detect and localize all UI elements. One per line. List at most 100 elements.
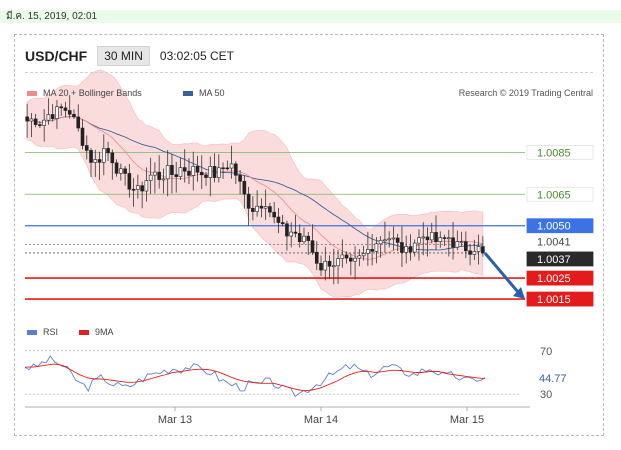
candle-body	[455, 241, 460, 248]
candle	[378, 236, 383, 258]
candle-body	[72, 113, 76, 118]
candle	[29, 112, 34, 138]
candle-body	[268, 206, 272, 213]
candle	[212, 153, 217, 183]
candle	[285, 220, 289, 251]
candle	[208, 156, 213, 197]
candle	[336, 250, 340, 284]
candle-body	[481, 246, 485, 254]
candle	[242, 175, 247, 209]
candle	[255, 190, 259, 217]
candle-body	[446, 237, 451, 240]
candle-body	[417, 237, 421, 244]
candle-body	[161, 178, 166, 181]
candle-body	[25, 116, 29, 122]
candle	[67, 95, 72, 119]
candle-body	[374, 243, 379, 252]
candle-body	[38, 124, 42, 126]
candle-body	[314, 251, 319, 264]
level-label-box	[526, 291, 594, 307]
candle-body	[63, 107, 68, 111]
level-label-text: 1.0015	[537, 294, 571, 306]
candle-body	[293, 231, 298, 234]
level-label-box	[526, 186, 594, 202]
candle	[263, 189, 268, 220]
candle-body	[119, 168, 123, 174]
level-label-text: 1.0065	[537, 189, 571, 201]
candle	[63, 101, 68, 118]
candle	[50, 104, 55, 122]
research-credit: Research © 2019 Trading Central	[458, 88, 593, 98]
candle-body	[464, 241, 468, 252]
candle	[174, 161, 179, 193]
candle	[370, 234, 374, 266]
candle-body	[331, 265, 336, 268]
candle	[468, 244, 472, 266]
chart-svg: 1.0085 1.0065 1.0050 1.0041 1.0037 1.0025 1.00…	[24, 69, 594, 426]
candle-body	[170, 165, 174, 175]
level-label-box	[526, 270, 594, 286]
date-bar: มี.ค. 15, 2019, 02:01	[0, 10, 621, 23]
level-label-2: 1.0050	[526, 218, 594, 234]
candle	[195, 155, 200, 182]
timeframe-button[interactable]: 30 MIN	[97, 46, 150, 66]
candle	[191, 151, 196, 191]
candle	[400, 226, 404, 268]
candle-body	[438, 237, 443, 242]
legend-ma20: MA 20 + Bollinger Bands	[27, 88, 142, 98]
candle	[404, 235, 409, 264]
rsi-tick-label: 30	[540, 389, 552, 401]
candle-body	[204, 174, 208, 178]
candle-body	[255, 205, 259, 212]
candle	[123, 166, 127, 186]
candle	[374, 237, 379, 264]
candle-body	[195, 166, 200, 173]
candle-body	[280, 222, 285, 225]
candle	[46, 98, 51, 125]
projection-arrow-shaft	[483, 251, 520, 294]
candle	[472, 239, 477, 261]
candle-body	[340, 254, 345, 259]
candle-body	[404, 246, 409, 253]
candle-body	[412, 242, 417, 253]
candle	[93, 149, 98, 177]
rsi-ma-line	[25, 363, 486, 392]
candle	[33, 113, 38, 128]
candle	[80, 119, 85, 150]
currency-pair: USD/CHF	[25, 48, 88, 64]
candle-body	[323, 260, 328, 271]
legend-rsi-label: RSI	[43, 327, 59, 337]
rsi-current-label: 44.77	[539, 373, 567, 385]
candle-body	[212, 166, 217, 178]
candle-body	[242, 181, 247, 195]
candle-body	[285, 223, 289, 237]
candle-body	[46, 114, 51, 121]
level-label-box	[526, 218, 594, 234]
candle-body	[33, 118, 38, 125]
candle-body	[191, 166, 196, 176]
level-label-text: 1.0037	[537, 254, 571, 266]
candle	[314, 241, 319, 271]
candle-body	[395, 237, 400, 243]
candle-body	[178, 167, 183, 177]
candle	[425, 227, 430, 257]
candle-body	[357, 255, 362, 259]
candle-body	[76, 116, 81, 129]
candle-body	[153, 171, 157, 176]
level-label-6: 1.0015	[526, 291, 594, 307]
candle-body	[238, 175, 242, 182]
candle-body	[476, 246, 481, 252]
candle-body	[310, 240, 315, 253]
level-label-5: 1.0025	[526, 270, 594, 286]
candle	[25, 103, 29, 138]
level-label-text: 1.0050	[537, 221, 571, 233]
candle	[148, 157, 153, 195]
candle	[127, 164, 132, 198]
candle-body	[84, 145, 89, 151]
x-tick-label: Mar 13	[158, 414, 192, 426]
candle-body	[127, 173, 132, 190]
candle	[306, 231, 311, 255]
candle-body	[468, 250, 472, 255]
level-label-text: 1.0085	[537, 147, 571, 159]
legend-ma20-label: MA 20 + Bollinger Bands	[43, 88, 142, 98]
